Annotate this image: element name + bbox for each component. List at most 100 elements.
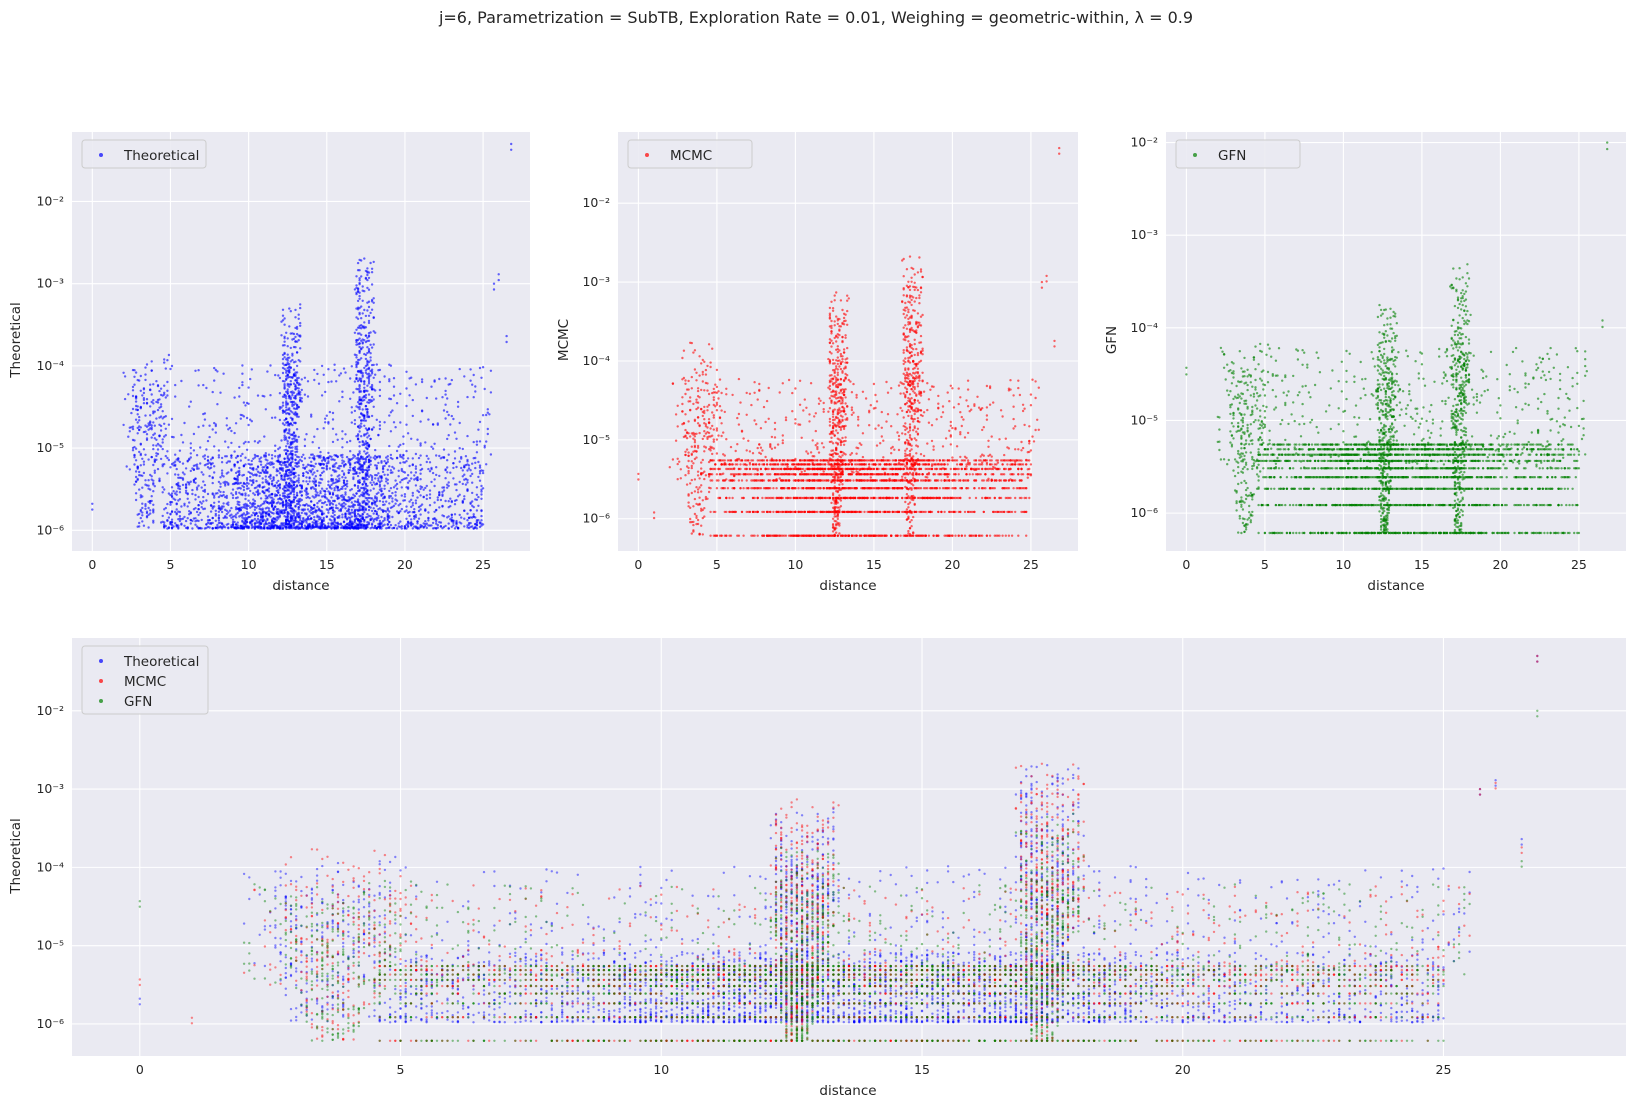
scatter-point xyxy=(297,506,300,509)
scatter-point xyxy=(214,509,217,512)
scatter-point xyxy=(389,430,393,433)
scatter-point xyxy=(241,414,244,417)
scatter-point xyxy=(414,499,418,502)
scatter-point xyxy=(410,522,413,525)
scatter-point xyxy=(289,441,292,444)
scatter-point xyxy=(303,519,307,522)
scatter-point xyxy=(261,507,264,510)
scatter-point xyxy=(363,433,366,436)
scatter-point xyxy=(264,478,267,481)
scatter-point xyxy=(480,484,483,488)
scatter-point xyxy=(366,513,369,516)
scatter-point xyxy=(192,449,196,452)
scatter-point xyxy=(477,519,480,522)
scatter-point xyxy=(139,426,142,429)
scatter-point xyxy=(310,413,313,416)
scatter-point xyxy=(313,368,316,372)
scatter-point xyxy=(427,467,430,471)
scatter-point xyxy=(314,522,317,526)
scatter-point xyxy=(166,389,169,392)
scatter-point xyxy=(366,286,369,290)
scatter-point xyxy=(303,489,307,492)
scatter-point xyxy=(863,510,866,514)
scatter-point xyxy=(392,486,396,489)
scatter-point xyxy=(169,367,172,371)
scatter-point xyxy=(184,519,188,523)
scatter-point xyxy=(352,453,355,457)
scatter-point xyxy=(322,518,325,521)
scatter-point xyxy=(192,517,196,520)
scatter-point xyxy=(225,494,228,498)
scatter-point xyxy=(399,461,402,465)
scatter-point xyxy=(150,393,153,396)
scatter-point xyxy=(336,522,339,525)
scatter-point xyxy=(202,424,205,427)
scatter-point xyxy=(364,404,368,408)
scatter-point xyxy=(480,376,483,379)
panel-mcmc-x-tick-label: 20 xyxy=(944,557,960,572)
scatter-point xyxy=(411,414,414,418)
panel-mcmc-x-tick-label: 15 xyxy=(866,557,882,572)
scatter-point xyxy=(469,469,472,472)
scatter-point xyxy=(360,275,363,278)
scatter-point xyxy=(238,526,241,530)
scatter-point xyxy=(311,468,314,471)
scatter-point xyxy=(386,523,389,526)
scatter-point xyxy=(327,368,330,371)
scatter-point xyxy=(131,389,135,392)
scatter-point xyxy=(394,484,397,487)
scatter-point xyxy=(469,379,472,382)
scatter-point xyxy=(206,492,210,496)
scatter-point xyxy=(211,476,214,479)
scatter-point xyxy=(433,478,436,481)
scatter-point xyxy=(325,414,328,417)
scatter-point xyxy=(456,405,460,408)
scatter-point xyxy=(144,424,147,427)
scatter-point xyxy=(144,373,147,376)
scatter-point xyxy=(366,521,369,524)
scatter-point xyxy=(356,438,360,441)
scatter-point xyxy=(358,294,361,298)
scatter-point xyxy=(164,524,167,528)
scatter-point xyxy=(184,486,188,490)
scatter-point xyxy=(300,455,303,459)
scatter-point xyxy=(288,453,291,456)
scatter-point xyxy=(230,506,233,510)
scatter-point xyxy=(330,522,333,525)
scatter-point xyxy=(428,524,432,527)
scatter-point xyxy=(217,449,221,452)
scatter-point xyxy=(283,317,286,320)
scatter-point xyxy=(453,483,457,486)
scatter-point xyxy=(372,301,375,304)
scatter-point xyxy=(364,474,368,477)
scatter-point xyxy=(370,346,374,349)
scatter-point xyxy=(394,524,397,527)
scatter-point xyxy=(292,337,296,340)
scatter-point xyxy=(247,499,250,502)
scatter-point xyxy=(510,142,513,146)
scatter-point xyxy=(414,465,418,468)
scatter-point xyxy=(355,527,358,530)
scatter-point xyxy=(134,470,138,473)
scatter-point xyxy=(447,527,450,530)
scatter-point xyxy=(447,500,450,503)
scatter-point xyxy=(164,506,167,510)
scatter-point xyxy=(467,516,471,520)
scatter-point xyxy=(380,494,383,497)
scatter-point xyxy=(399,421,402,424)
scatter-point xyxy=(375,526,378,530)
scatter-point xyxy=(194,369,197,372)
scatter-point xyxy=(269,394,272,397)
scatter-point xyxy=(327,480,330,483)
scatter-point xyxy=(475,486,479,489)
scatter-point xyxy=(283,457,286,460)
scatter-point xyxy=(274,505,277,508)
scatter-point xyxy=(452,524,455,527)
scatter-point xyxy=(372,405,375,408)
scatter-point xyxy=(213,501,216,504)
scatter-point xyxy=(324,493,327,496)
scatter-point xyxy=(475,527,479,530)
scatter-point xyxy=(405,387,408,390)
scatter-point xyxy=(341,446,344,449)
scatter-point xyxy=(419,508,422,511)
